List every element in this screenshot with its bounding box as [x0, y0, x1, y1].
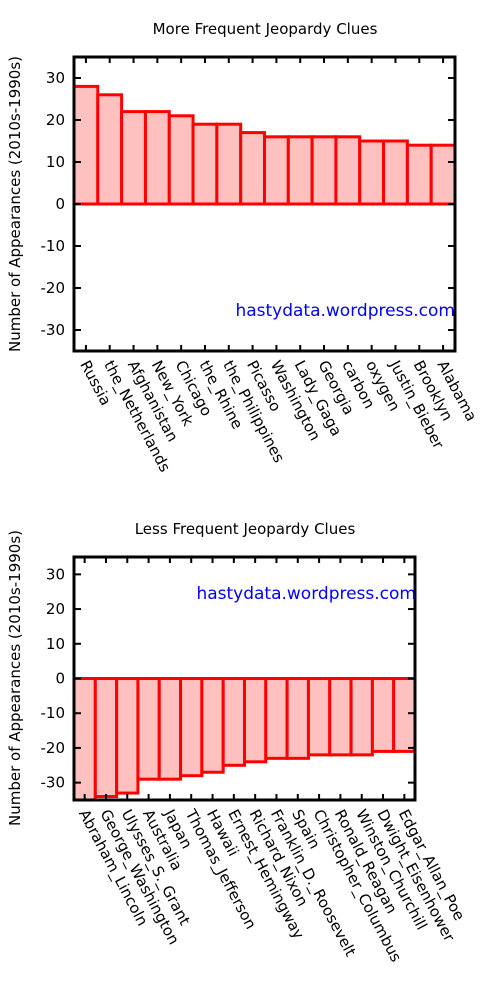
y-tick-label: -10	[41, 704, 66, 722]
bar-the-philippines	[215, 122, 243, 206]
bar-franklin-d-roosevelt	[264, 677, 289, 760]
y-tick-label: 20	[46, 600, 65, 618]
chart-title: More Frequent Jeopardy Clues	[153, 20, 378, 38]
bar-the-rhine	[191, 122, 219, 206]
bar-new-york	[143, 110, 171, 206]
y-tick-label: 0	[55, 195, 65, 213]
bar-alabama	[429, 143, 457, 206]
y-tick-label: -10	[41, 237, 66, 255]
watermark-text: hastydata.wordpress.com	[235, 301, 455, 321]
bar-spain	[285, 677, 310, 760]
y-tick-label: -20	[41, 279, 66, 297]
y-axis-label: Number of Appearances (2010s-1990s)	[6, 530, 24, 826]
bar-chicago	[167, 114, 195, 206]
bar-brooklyn	[405, 143, 433, 206]
bar-ronald-reagan	[328, 677, 353, 757]
bar-hawaii	[200, 677, 225, 774]
bar-afghanistan	[120, 110, 147, 206]
chart-2: Less Frequent Jeopardy Clues Number of Ap…	[6, 520, 468, 966]
bar-the-netherlands	[96, 93, 124, 206]
y-tick-label: 0	[55, 670, 65, 688]
y-tick-label: 20	[46, 111, 65, 129]
bar-christopher-columbus	[306, 677, 332, 757]
y-tick-label: -30	[41, 774, 66, 792]
bar-oxygen	[358, 139, 386, 206]
y-tick-label: -20	[41, 739, 66, 757]
y-tick-label: 10	[46, 153, 65, 171]
bar-ulysses-s-grant	[115, 677, 140, 795]
y-tick-label: -30	[41, 321, 66, 339]
chart-title: Less Frequent Jeopardy Clues	[135, 520, 356, 538]
y-tick-label: 10	[46, 635, 65, 653]
bar-japan	[157, 677, 183, 781]
bar-winston-churchill	[349, 677, 374, 757]
bar-georgia	[310, 135, 338, 206]
bar-richard-nixon	[243, 677, 268, 764]
bar-washington	[263, 135, 290, 206]
chart-1: More Frequent Jeopardy Clues Number of Ap…	[6, 20, 481, 476]
bar-thomas-jefferson	[179, 677, 204, 778]
watermark-text: hastydata.wordpress.com	[196, 584, 416, 604]
bar-australia	[136, 677, 161, 781]
bar-justin-bieber	[382, 139, 409, 206]
y-axis-label: Number of Appearances (2010s-1990s)	[6, 56, 24, 352]
y-tick-label: 30	[46, 69, 65, 87]
bar-russia	[72, 84, 100, 206]
bar-dwight-eisenhower	[370, 677, 396, 753]
bar-ernest-hemingway	[221, 677, 247, 767]
bar-picasso	[239, 131, 267, 206]
bar-edgar-allan-poe	[392, 677, 417, 753]
y-tick-label: 30	[46, 565, 65, 583]
bar-george-washington	[93, 677, 119, 799]
bar-carbon	[334, 135, 362, 206]
bar-lady-gaga	[286, 135, 314, 206]
